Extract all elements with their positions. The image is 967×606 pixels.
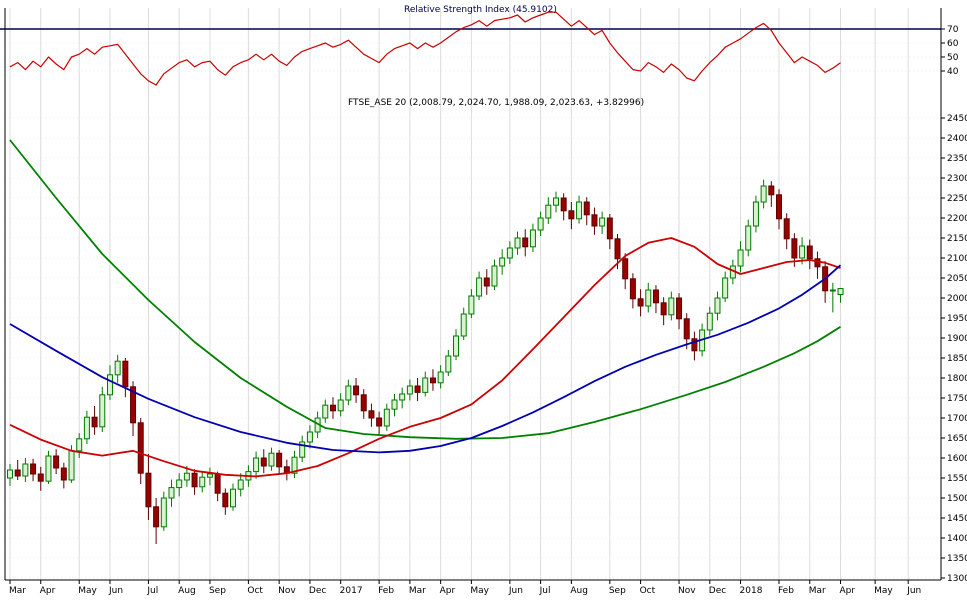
svg-text:Dec: Dec [709,586,726,596]
svg-text:Apr: Apr [440,586,456,596]
svg-text:2450: 2450 [947,114,967,124]
svg-text:2050: 2050 [947,274,967,284]
price-panel-title: FTSE_ASE 20 (2,008.79, 2,024.70, 1,988.0… [348,98,645,108]
svg-text:Oct: Oct [247,586,263,596]
svg-text:Sep: Sep [209,586,226,596]
svg-text:1750: 1750 [947,394,967,404]
svg-text:2350: 2350 [947,154,967,164]
svg-text:2017: 2017 [340,586,363,596]
svg-text:60: 60 [947,39,959,49]
svg-text:2400: 2400 [947,134,967,144]
svg-text:2150: 2150 [947,234,967,244]
svg-text:Sep: Sep [609,586,626,596]
svg-text:1500: 1500 [947,494,967,504]
svg-text:Nov: Nov [278,586,296,596]
svg-text:1300: 1300 [947,574,967,584]
svg-text:Oct: Oct [640,586,656,596]
svg-text:Dec: Dec [309,586,326,596]
svg-text:1550: 1550 [947,474,967,484]
svg-text:Aug: Aug [570,586,588,596]
svg-text:1900: 1900 [947,334,967,344]
svg-text:Feb: Feb [378,586,394,596]
rsi-panel-title: Relative Strength Index (45.9102) [404,5,557,15]
svg-text:2018: 2018 [740,586,763,596]
svg-text:1600: 1600 [947,454,967,464]
svg-text:Nov: Nov [678,586,696,596]
svg-text:Apr: Apr [40,586,56,596]
svg-text:May: May [874,586,893,596]
svg-text:2000: 2000 [947,294,967,304]
svg-text:50: 50 [947,53,959,63]
svg-text:1450: 1450 [947,514,967,524]
svg-text:May: May [470,586,489,596]
svg-text:1850: 1850 [947,354,967,364]
svg-text:2200: 2200 [947,214,967,224]
svg-text:2300: 2300 [947,174,967,184]
svg-text:Jun: Jun [108,586,123,596]
svg-text:Apr: Apr [840,586,856,596]
svg-text:Jun: Jun [906,586,921,596]
svg-text:Mar: Mar [409,586,426,596]
svg-text:Jul: Jul [539,586,551,596]
svg-text:2250: 2250 [947,194,967,204]
svg-text:1350: 1350 [947,554,967,564]
svg-text:Jul: Jul [146,586,158,596]
svg-text:Jun: Jun [508,586,523,596]
svg-text:Mar: Mar [809,586,826,596]
svg-text:Aug: Aug [178,586,196,596]
svg-text:1950: 1950 [947,314,967,324]
svg-text:2100: 2100 [947,254,967,264]
svg-text:1400: 1400 [947,534,967,544]
svg-text:1700: 1700 [947,414,967,424]
svg-text:70: 70 [947,25,959,35]
svg-text:Feb: Feb [778,586,794,596]
svg-text:1800: 1800 [947,374,967,384]
svg-text:40: 40 [947,67,959,77]
svg-text:1650: 1650 [947,434,967,444]
svg-text:Mar: Mar [9,586,26,596]
svg-text:May: May [78,586,97,596]
